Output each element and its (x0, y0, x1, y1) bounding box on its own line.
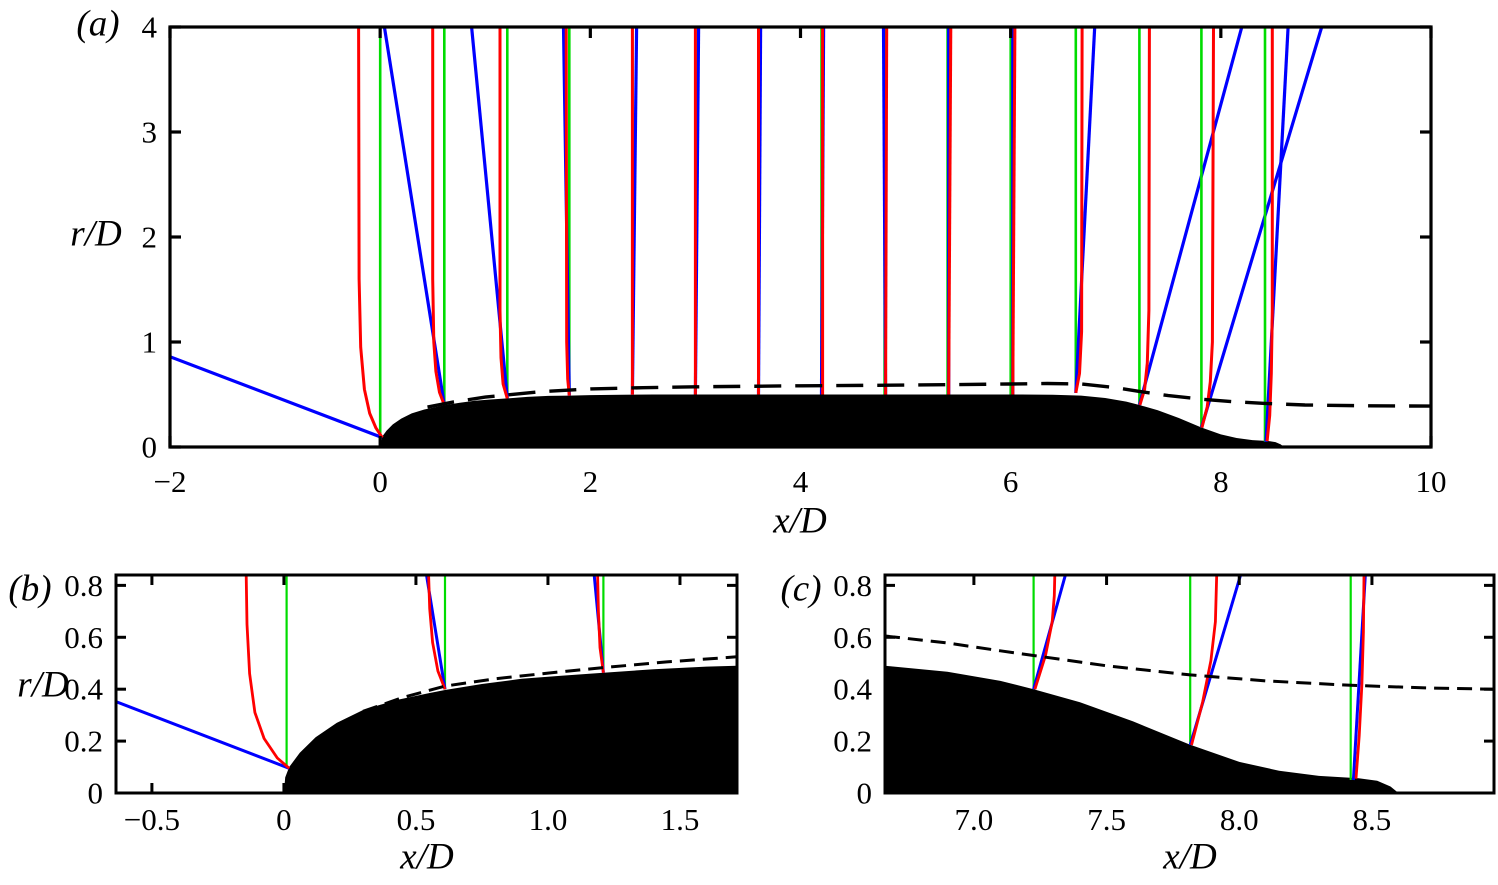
x-tick-label: 7.5 (1087, 802, 1126, 837)
y-tick-label: 0.2 (64, 724, 103, 759)
surface-normal-line-station-8.4 (1264, 27, 1290, 442)
tick-marks-a (168, 25, 1433, 449)
surface-normal-line-station-0 (116, 700, 290, 770)
curved-normal-line-station-7.2 (1033, 575, 1057, 690)
boundary-layer-edge-dashed-line (362, 655, 737, 713)
x-tick-label: 1.5 (661, 802, 700, 837)
boundary-layer-edge-dashed-line (427, 381, 1431, 409)
x-tick-label: −0.5 (124, 802, 180, 837)
curved-normal-line-station-0 (244, 575, 291, 770)
body-silhouette (380, 394, 1284, 447)
panel-a-label: (a) (76, 3, 120, 45)
x-tick-label: 8.5 (1353, 802, 1392, 837)
panel-c-label: (c) (780, 568, 822, 610)
y-tick-label: 3 (142, 115, 158, 150)
y-tick-label: 0.8 (833, 568, 872, 603)
x-tick-label: 10 (1416, 464, 1447, 499)
panel-a-plot-area (170, 27, 1431, 447)
curved-normal-line-station-7.8 (1190, 575, 1219, 746)
boundary-layer-edge-dashed-line (885, 634, 1494, 691)
panel-b-label: (b) (8, 568, 52, 610)
panel-a-xlabel: x/D (773, 500, 827, 542)
body-silhouette (885, 665, 1399, 793)
curved-normal-line-station-0.6 (431, 27, 446, 406)
curved-normal-line-station-1.8 (564, 27, 571, 396)
x-tick-label: 8.0 (1220, 802, 1259, 837)
surface-normal-line-station-0 (170, 355, 383, 440)
surface-normal-line-station-6.6 (1074, 27, 1097, 393)
y-tick-label: 0.4 (64, 672, 103, 707)
x-tick-label: 4 (793, 464, 809, 499)
y-tick-label: 0 (857, 776, 873, 811)
x-tick-label: 0 (276, 802, 292, 837)
curved-normal-line-station-1.2 (596, 575, 605, 673)
body-silhouette (283, 665, 737, 793)
panel-b-plot-area (116, 575, 737, 793)
y-tick-label: 4 (142, 10, 158, 45)
x-tick-label: 1.0 (529, 802, 568, 837)
y-tick-label: 0.6 (64, 620, 103, 655)
curved-normal-line-station-0.6 (427, 575, 447, 690)
x-tick-label: 0.5 (397, 802, 436, 837)
surface-normal-line-station-7.2 (1137, 27, 1244, 406)
curved-normal-line-station-5.4 (947, 27, 953, 395)
curved-normal-line-station-6.6 (1074, 27, 1084, 394)
tick-labels-c: 7.0 7.5 8.0 8.5 0 0.2 0.4 0.6 0.8 (833, 568, 1391, 837)
x-tick-label: 0 (372, 464, 388, 499)
curved-normal-line-station-0 (357, 27, 384, 439)
curved-normal-line-station-7.2 (1138, 27, 1151, 406)
tick-labels-b: −0.5 0 0.5 1.0 1.5 0 0.2 0.4 0.6 0.8 (64, 568, 699, 837)
x-tick-label: −2 (154, 464, 187, 499)
x-tick-label: 7.0 (955, 802, 994, 837)
y-tick-label: 0.8 (64, 568, 103, 603)
axes-box-b (114, 573, 739, 795)
curved-normal-line-station-8.4 (1354, 575, 1366, 779)
x-tick-label: 6 (1003, 464, 1019, 499)
y-tick-label: 0.2 (833, 724, 872, 759)
y-tick-label: 0 (142, 430, 158, 465)
curved-normal-line-station-4.8 (884, 27, 889, 395)
surface-normal-line-station-7.8 (1199, 27, 1324, 429)
panel-c-xlabel: x/D (1163, 836, 1217, 878)
y-tick-label: 1 (142, 325, 158, 360)
panel-b-ylabel: r/D (17, 664, 69, 706)
curved-normal-line-station-6 (1011, 27, 1017, 395)
y-tick-label: 2 (142, 220, 158, 255)
y-tick-label: 0.6 (833, 620, 872, 655)
axes-box-c (883, 573, 1496, 795)
tick-marks-c (885, 575, 1494, 795)
curved-normal-line-station-8.4 (1265, 27, 1274, 442)
panel-b-xlabel: x/D (400, 836, 454, 878)
panel-a-ylabel: r/D (70, 213, 122, 255)
curved-normal-line-station-1.2 (498, 27, 509, 399)
y-tick-label: 0 (88, 776, 104, 811)
tick-marks-b (116, 575, 737, 795)
x-tick-label: 8 (1213, 464, 1229, 499)
panel-c-plot-area (885, 575, 1494, 793)
y-tick-label: 0.4 (833, 672, 872, 707)
curved-normal-line-station-7.8 (1200, 27, 1215, 428)
x-tick-label: 2 (583, 464, 599, 499)
